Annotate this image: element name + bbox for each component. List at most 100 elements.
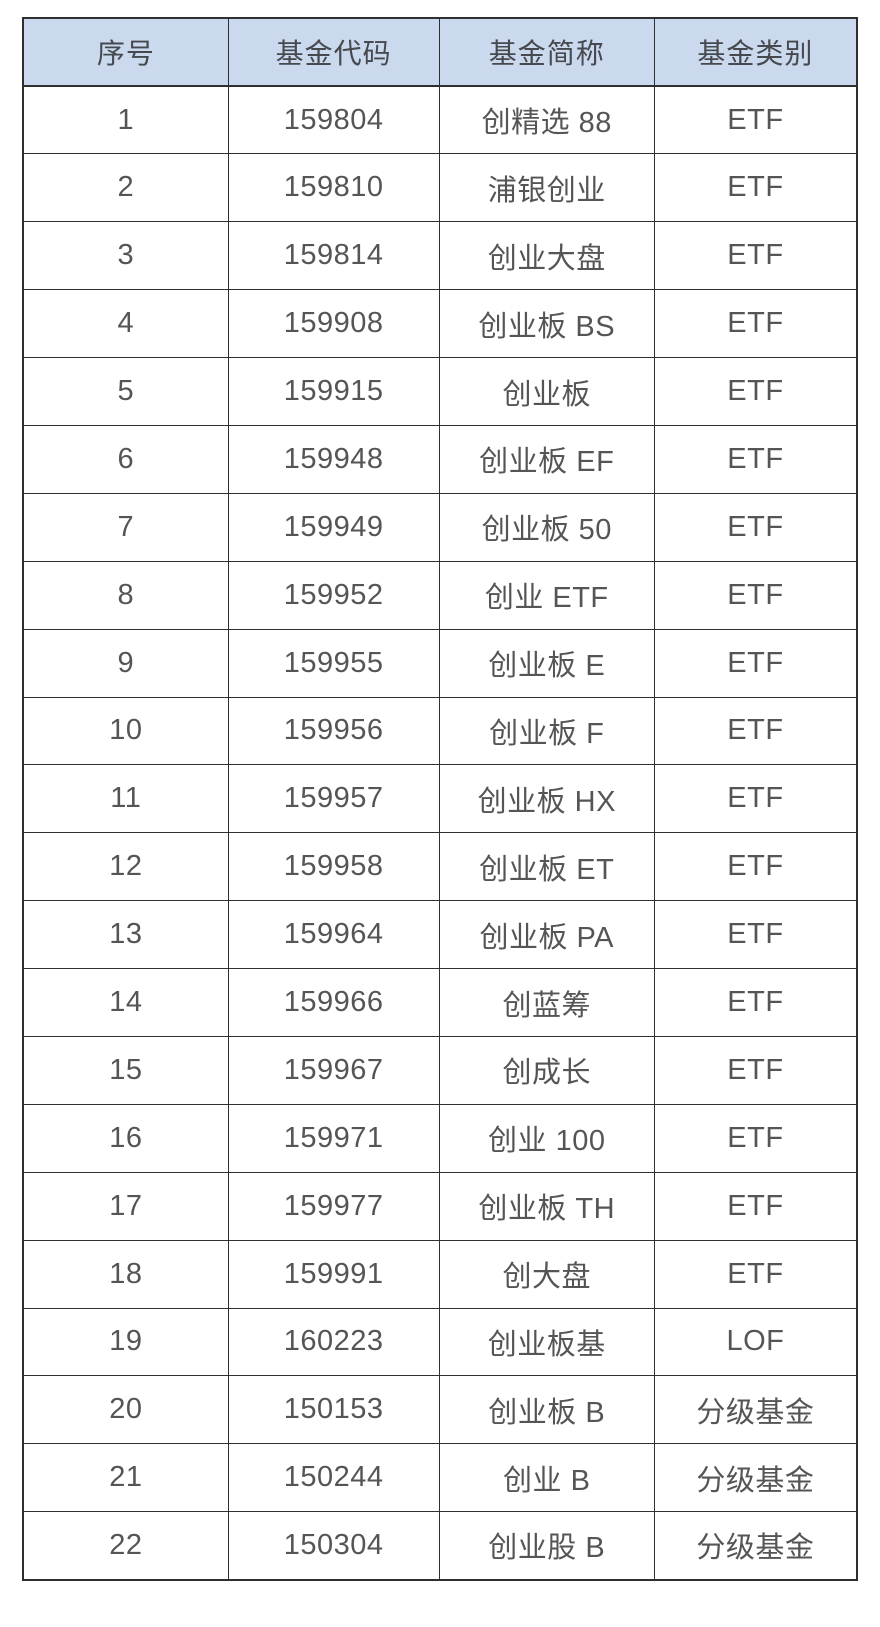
cell-category: ETF — [653, 696, 858, 766]
cell-category: ETF — [653, 1171, 858, 1241]
cell-category: ETF — [653, 560, 858, 630]
cell-code: 159957 — [227, 764, 440, 834]
cell-category: ETF — [653, 492, 858, 562]
cell-no: 8 — [22, 560, 229, 630]
cell-code: 159958 — [227, 832, 440, 902]
cell-name: 创业板 — [438, 357, 655, 426]
table-row: 19 160223 创业板基 LOF — [22, 1307, 858, 1377]
cell-no: 20 — [22, 1375, 229, 1445]
cell-name: 创业板 E — [438, 628, 655, 698]
cell-code: 159948 — [227, 424, 440, 494]
cell-category: ETF — [653, 764, 858, 834]
cell-code: 159966 — [227, 968, 440, 1037]
cell-code: 150304 — [227, 1511, 440, 1581]
table-row: 6 159948 创业板 EF ETF — [22, 424, 858, 494]
cell-no: 16 — [22, 1103, 229, 1173]
cell-code: 159952 — [227, 560, 440, 630]
cell-code: 160223 — [227, 1307, 440, 1377]
cell-category: 分级基金 — [653, 1375, 858, 1445]
cell-name: 创业板基 — [438, 1307, 655, 1377]
cell-code: 150244 — [227, 1443, 440, 1513]
table-row: 12 159958 创业板 ET ETF — [22, 832, 858, 902]
table-row: 13 159964 创业板 PA ETF — [22, 900, 858, 970]
cell-name: 创业板 50 — [438, 492, 655, 562]
cell-category: ETF — [653, 424, 858, 494]
cell-code: 159908 — [227, 289, 440, 359]
cell-no: 9 — [22, 628, 229, 698]
cell-name: 创业板 HX — [438, 764, 655, 834]
cell-name: 创业板 TH — [438, 1171, 655, 1241]
cell-code: 159804 — [227, 85, 440, 155]
cell-name: 创精选 88 — [438, 85, 655, 155]
cell-no: 4 — [22, 289, 229, 359]
cell-no: 1 — [22, 85, 229, 155]
cell-category: ETF — [653, 153, 858, 223]
cell-category: 分级基金 — [653, 1443, 858, 1513]
cell-code: 159810 — [227, 153, 440, 223]
table-row: 17 159977 创业板 TH ETF — [22, 1171, 858, 1241]
cell-category: LOF — [653, 1307, 858, 1377]
cell-name: 创业板 PA — [438, 900, 655, 970]
table-row: 9 159955 创业板 E ETF — [22, 628, 858, 698]
cell-category: ETF — [653, 628, 858, 698]
cell-name: 创业 B — [438, 1443, 655, 1513]
cell-name: 创业大盘 — [438, 221, 655, 291]
table-row: 21 150244 创业 B 分级基金 — [22, 1443, 858, 1513]
cell-code: 159964 — [227, 900, 440, 970]
table-row: 18 159991 创大盘 ETF — [22, 1239, 858, 1309]
header-row: 序号 基金代码 基金简称 基金类别 — [22, 17, 858, 87]
table-row: 8 159952 创业 ETF ETF — [22, 560, 858, 630]
cell-category: ETF — [653, 289, 858, 359]
cell-category: ETF — [653, 832, 858, 902]
column-header-name: 基金简称 — [438, 17, 655, 87]
cell-category: ETF — [653, 1239, 858, 1309]
cell-no: 13 — [22, 900, 229, 970]
cell-name: 创蓝筹 — [438, 968, 655, 1037]
cell-category: ETF — [653, 85, 858, 155]
cell-no: 22 — [22, 1511, 229, 1581]
cell-name: 创大盘 — [438, 1239, 655, 1309]
cell-code: 159971 — [227, 1103, 440, 1173]
cell-code: 159956 — [227, 696, 440, 766]
cell-code: 159814 — [227, 221, 440, 291]
cell-name: 创成长 — [438, 1035, 655, 1105]
cell-code: 150153 — [227, 1375, 440, 1445]
table-row: 7 159949 创业板 50 ETF — [22, 492, 858, 562]
cell-name: 创业板 ET — [438, 832, 655, 902]
cell-no: 2 — [22, 153, 229, 223]
cell-no: 14 — [22, 968, 229, 1037]
table-body: 1 159804 创精选 88 ETF 2 159810 浦银创业 ETF 3 159814 创业大… — [22, 85, 858, 1581]
cell-category: ETF — [653, 221, 858, 291]
cell-name: 创业股 B — [438, 1511, 655, 1581]
table-row: 22 150304 创业股 B 分级基金 — [22, 1511, 858, 1581]
column-header-no: 序号 — [22, 17, 229, 87]
cell-no: 21 — [22, 1443, 229, 1513]
cell-no: 12 — [22, 832, 229, 902]
table-row: 2 159810 浦银创业 ETF — [22, 153, 858, 223]
cell-no: 11 — [22, 764, 229, 834]
cell-no: 6 — [22, 424, 229, 494]
cell-category: ETF — [653, 1035, 858, 1105]
fund-table: 序号 基金代码 基金简称 基金类别 1 159804 创精选 88 ETF 2 15981… — [22, 17, 858, 1581]
cell-category: 分级基金 — [653, 1511, 858, 1581]
cell-name: 浦银创业 — [438, 153, 655, 223]
cell-no: 10 — [22, 696, 229, 766]
cell-name: 创业 ETF — [438, 560, 655, 630]
cell-code: 159949 — [227, 492, 440, 562]
cell-code: 159915 — [227, 357, 440, 426]
cell-no: 18 — [22, 1239, 229, 1309]
table-row: 20 150153 创业板 B 分级基金 — [22, 1375, 858, 1445]
table-row: 11 159957 创业板 HX ETF — [22, 764, 858, 834]
cell-code: 159967 — [227, 1035, 440, 1105]
cell-no: 15 — [22, 1035, 229, 1105]
cell-category: ETF — [653, 968, 858, 1037]
table-row: 3 159814 创业大盘 ETF — [22, 221, 858, 291]
table-row: 5 159915 创业板 ETF — [22, 357, 858, 426]
cell-category: ETF — [653, 900, 858, 970]
cell-name: 创业板 EF — [438, 424, 655, 494]
column-header-category: 基金类别 — [653, 17, 858, 87]
table-row: 14 159966 创蓝筹 ETF — [22, 968, 858, 1037]
table-row: 16 159971 创业 100 ETF — [22, 1103, 858, 1173]
table-row: 10 159956 创业板 F ETF — [22, 696, 858, 766]
cell-code: 159991 — [227, 1239, 440, 1309]
